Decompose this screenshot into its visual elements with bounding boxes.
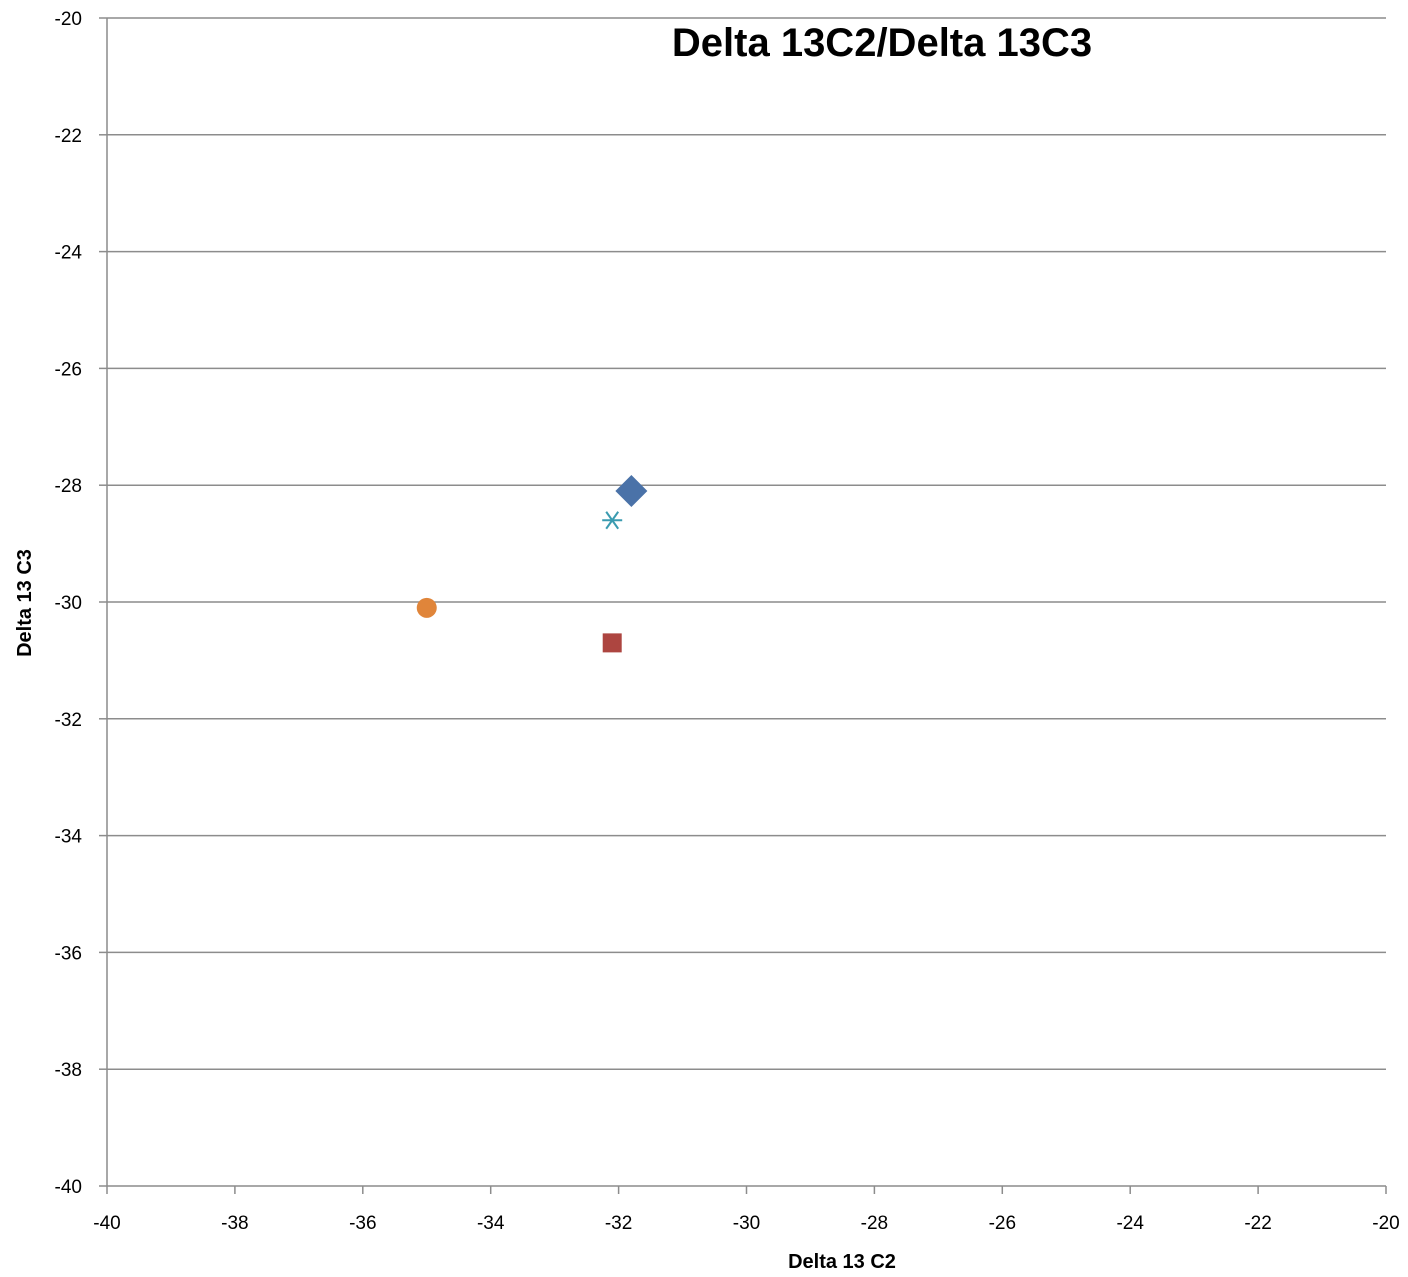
x-tick-label: -26 [989,1213,1016,1234]
y-axis-title: Delta 13 C3 [14,549,36,657]
y-tick-label: -36 [55,943,82,964]
x-tick-label: -30 [733,1213,760,1234]
grid-layer [107,17,1386,1070]
y-tick-label: -32 [55,710,82,731]
data-point-asterisk [602,511,623,530]
x-tick-label: -36 [349,1213,376,1234]
data-point-square [602,633,622,653]
x-tick-label: -34 [477,1213,505,1234]
y-tick-label: -24 [55,243,83,264]
tick-layer: -40 -38 -36 -34 -32 -30 -28 -26 -24 -22 -20 -40 -38 -… [55,9,1400,1234]
x-tick-label: -28 [861,1213,888,1234]
x-axis-title: Delta 13 C2 [788,1251,896,1273]
x-tick-label: -20 [1372,1213,1399,1234]
y-tick-label: -38 [55,1060,82,1081]
marker-layer [416,475,648,653]
y-tick-label: -20 [55,9,82,30]
data-point-diamond [615,475,648,508]
y-tick-label: -34 [55,827,83,848]
x-tick-label: -38 [221,1213,248,1234]
x-tick-label: -40 [93,1213,120,1234]
y-tick-label: -30 [55,593,82,614]
y-tick-label: -22 [55,126,82,147]
y-tick-label: -28 [55,476,82,497]
x-tick-label: -24 [1116,1213,1144,1234]
data-point-circle [416,597,437,618]
x-tick-label: -22 [1244,1213,1271,1234]
chart-title: Delta 13C2/Delta 13C3 [672,21,1092,65]
x-tick-label: -32 [605,1213,632,1234]
y-tick-label: -40 [55,1177,82,1198]
y-tick-label: -26 [55,359,82,380]
